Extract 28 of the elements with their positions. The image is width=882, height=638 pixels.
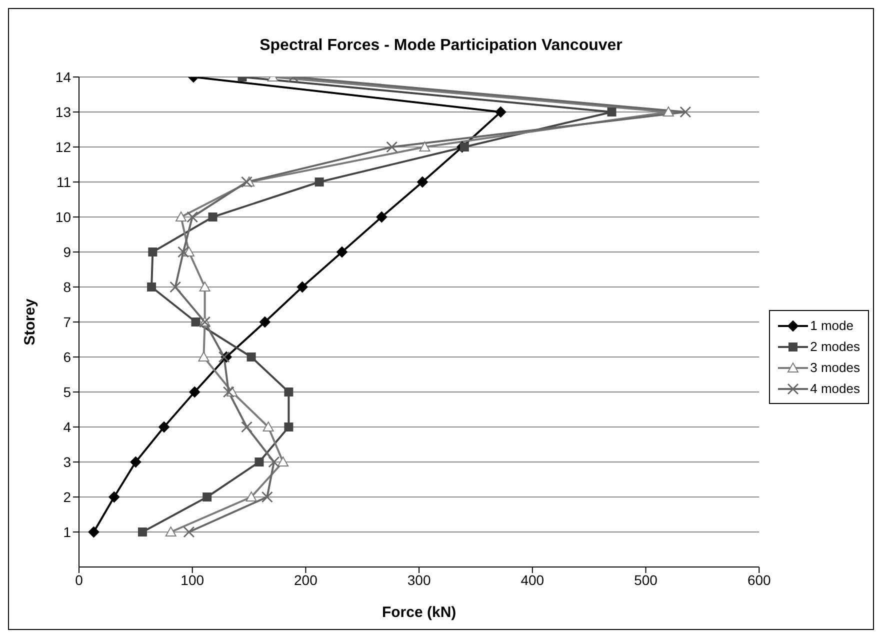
x-tick-label: 500 xyxy=(634,572,658,588)
x-axis-title: Force (kN) xyxy=(382,604,456,621)
y-axis-title: Storey xyxy=(21,298,38,346)
x-tick-label: 200 xyxy=(294,572,318,588)
x-tick-label: 600 xyxy=(747,572,772,588)
chart-title: Spectral Forces - Mode Participation Vancouver xyxy=(258,37,624,56)
x-tick-label: 100 xyxy=(180,572,204,588)
legend-label: 2 modes xyxy=(810,339,860,354)
y-tick-label: 9 xyxy=(63,244,72,260)
legend-label: 1 mode xyxy=(810,318,854,333)
y-tick-label: 10 xyxy=(55,208,72,225)
legend-label: 4 modes xyxy=(810,381,860,396)
y-tick-label: 7 xyxy=(63,314,72,330)
y-tick-label: 14 xyxy=(55,68,72,85)
y-tick-label: 13 xyxy=(55,104,72,120)
y-tick-label: 6 xyxy=(63,348,72,365)
x-tick-label: 300 xyxy=(407,572,431,588)
y-tick-label: 12 xyxy=(55,138,72,155)
y-tick-label: 5 xyxy=(63,384,72,400)
y-tick-label: 2 xyxy=(63,488,72,505)
y-tick-label: 3 xyxy=(63,454,72,470)
legend-label: 3 modes xyxy=(810,360,860,375)
x-tick-label: 0 xyxy=(75,572,84,588)
y-tick-label: 11 xyxy=(56,174,72,190)
y-tick-label: 4 xyxy=(63,418,72,435)
x-tick-label: 400 xyxy=(520,572,544,588)
y-tick-label: 1 xyxy=(63,524,72,540)
y-tick-label: 8 xyxy=(63,278,72,295)
